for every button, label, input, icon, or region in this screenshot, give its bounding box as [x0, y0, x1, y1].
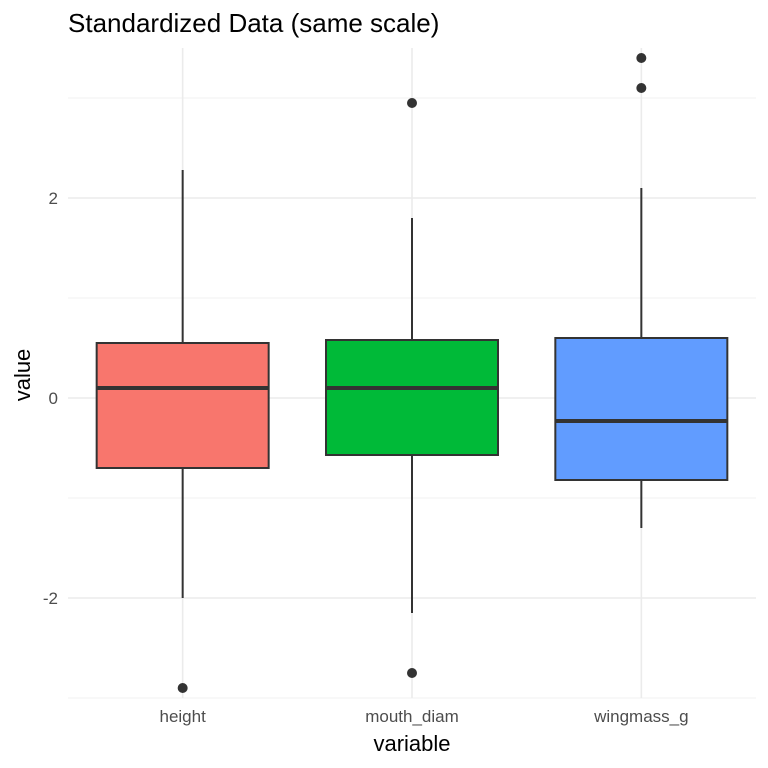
box-height: [95, 170, 270, 693]
y-tick-label: 2: [49, 189, 58, 208]
axis-ticks: -2 0 2 height mouth_diam wingmass_g: [43, 189, 689, 726]
y-axis-title: value: [10, 349, 35, 402]
y-tick-label: -2: [43, 589, 58, 608]
x-tick-label: wingmass_g: [593, 707, 689, 726]
x-tick-label: mouth_diam: [365, 707, 459, 726]
outlier-point: [407, 98, 417, 108]
box-body: [325, 339, 499, 456]
box-wingmass_g: [554, 53, 729, 528]
y-tick-label: 0: [49, 389, 58, 408]
outlier-point: [636, 53, 647, 63]
x-axis-title: variable: [373, 731, 450, 756]
chart-title: Standardized Data (same scale): [68, 8, 439, 38]
outlier-point: [407, 668, 417, 678]
x-tick-label: height: [160, 707, 207, 726]
box-body: [554, 337, 729, 481]
outlier-point: [177, 683, 188, 693]
outlier-point: [636, 83, 647, 93]
box-body: [95, 342, 270, 469]
box-mouth_diam: [325, 98, 499, 678]
box-series: [95, 53, 729, 693]
